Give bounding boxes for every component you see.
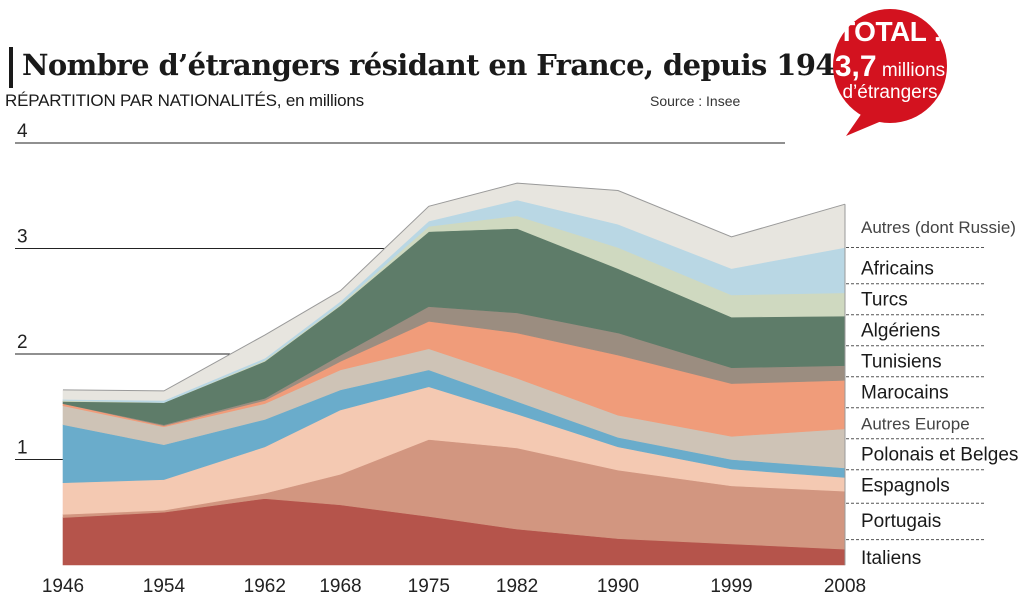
y-tick-label: 3	[17, 227, 28, 248]
x-tick-label: 1962	[244, 576, 286, 597]
chart-subtitle: RÉPARTITION PAR NATIONALITÉS, en million…	[5, 91, 364, 111]
legend-label: Turcs	[861, 289, 908, 310]
callout-unit: millions	[876, 60, 946, 81]
callout-value: 3,7	[834, 50, 877, 83]
x-tick-label: 1954	[143, 576, 186, 597]
legend-label: Italiens	[861, 548, 921, 569]
x-tick-label: 1990	[597, 576, 639, 597]
chart-title: Nombre d’étrangers résidant en France, d…	[22, 48, 855, 82]
x-tick-labels: 1946 1954 1962 1968 1975 1982 1990 1999 2008	[42, 576, 866, 597]
x-tick-label: 1982	[496, 576, 538, 597]
legend-label: Autres Europe	[861, 414, 970, 433]
area-series	[62, 182, 846, 566]
total-callout-text: TOTAL : 3,7 millions d’étrangers	[824, 16, 956, 103]
x-tick-label: 1968	[319, 576, 361, 597]
callout-label: TOTAL :	[838, 16, 942, 47]
legend-label: Marocains	[861, 382, 949, 403]
y-tick-label: 1	[17, 438, 28, 459]
subtitle-unit: , en millions	[276, 91, 364, 110]
total-outline	[62, 182, 846, 392]
legend-label: Espagnols	[861, 475, 950, 496]
y-tick-labels: 1 2 3 4	[17, 121, 28, 459]
y-tick-label: 2	[17, 332, 28, 353]
legend-label: Tunisiens	[861, 351, 942, 372]
title-accent-bar	[9, 47, 13, 88]
total-callout-bubble	[833, 9, 947, 136]
x-tick-label: 2008	[824, 576, 866, 597]
legend: Italiens Portugais Espagnols Polonais et Be…	[846, 218, 1018, 569]
x-tick-label: 1975	[408, 576, 450, 597]
y-tick-label: 4	[17, 121, 28, 142]
legend-label: Algériens	[861, 320, 940, 341]
callout-caption: d’étrangers	[842, 82, 938, 103]
x-tick-label: 1946	[42, 576, 84, 597]
legend-label: Polonais et Belges	[861, 444, 1018, 465]
legend-label: Autres (dont Russie)	[861, 218, 1016, 237]
x-tick-label: 1999	[710, 576, 752, 597]
source-note: Source : Insee	[650, 93, 741, 109]
legend-label: Africains	[861, 258, 934, 279]
subtitle-caps: RÉPARTITION PAR NATIONALITÉS	[5, 91, 277, 110]
legend-label: Portugais	[861, 511, 941, 532]
